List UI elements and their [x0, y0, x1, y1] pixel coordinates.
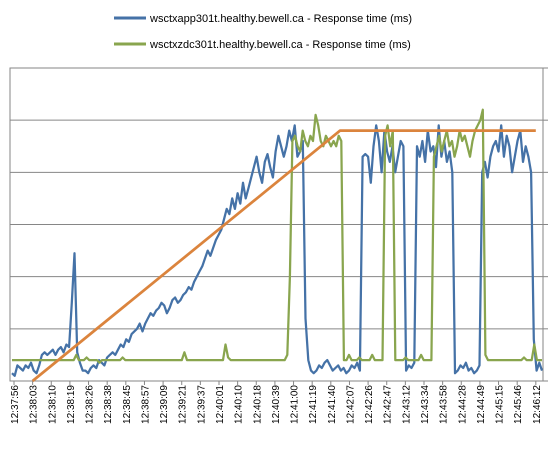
x-tick-label: 12:41:00: [290, 385, 301, 424]
x-tick-label: 12:44:28: [457, 385, 468, 424]
x-tick-label: 12:45:15: [495, 385, 506, 424]
x-tick-label: 12:42:47: [383, 385, 394, 424]
x-tick-label: 12:40:01: [215, 385, 226, 424]
legend: wsctxapp301t.healthy.bewell.ca - Respons…: [114, 13, 412, 51]
x-tick-label: 12:43:58: [439, 385, 450, 424]
series-lines: [11, 108, 544, 383]
legend-label-series-2: wsctxzdc301t.healthy.bewell.ca - Respons…: [149, 39, 411, 51]
x-tick-label: 12:38:10: [47, 385, 58, 424]
right-axis-ticks: [543, 67, 548, 382]
x-axis: 12:37:56 12:38:03 12:38:10 12:38:19 12:38:26…: [10, 381, 543, 424]
x-tick-label: 12:39:09: [159, 385, 170, 424]
series-line-1: [11, 124, 544, 377]
x-tick-label: 12:45:46: [513, 385, 524, 424]
x-tick-label: 12:38:19: [66, 385, 77, 424]
x-tick-label: 12:39:21: [178, 385, 189, 424]
x-tick-label: 12:38:03: [29, 385, 40, 424]
x-tick-label: 12:37:56: [10, 385, 21, 424]
x-tick-label: 12:40:18: [252, 385, 263, 424]
series-line-3: [31, 129, 536, 383]
x-tick-label: 12:43:34: [420, 385, 431, 424]
x-tick-label: 12:38:38: [103, 385, 114, 424]
x-tick-label: 12:39:37: [196, 385, 207, 424]
x-tick-label: 12:40:39: [271, 385, 282, 424]
x-tick-label: 12:41:19: [308, 385, 319, 424]
x-tick-label: 12:43:12: [401, 385, 412, 424]
x-tick-label: 12:40:10: [234, 385, 245, 424]
x-tick-label: 12:38:26: [85, 385, 96, 424]
x-tick-label: 12:42:07: [345, 385, 356, 424]
series-line-2: [12, 108, 542, 364]
legend-label-series-1: wsctxapp301t.healthy.bewell.ca - Respons…: [149, 13, 412, 25]
x-tick-label: 12:42:26: [364, 385, 375, 424]
x-tick-label: 12:38:57: [140, 385, 151, 424]
x-tick-label: 12:41:40: [327, 385, 338, 424]
x-tick-label: 12:44:49: [476, 385, 487, 424]
x-tick-label: 12:38:45: [122, 385, 133, 424]
x-tick-label: 12:46:12: [532, 385, 543, 424]
